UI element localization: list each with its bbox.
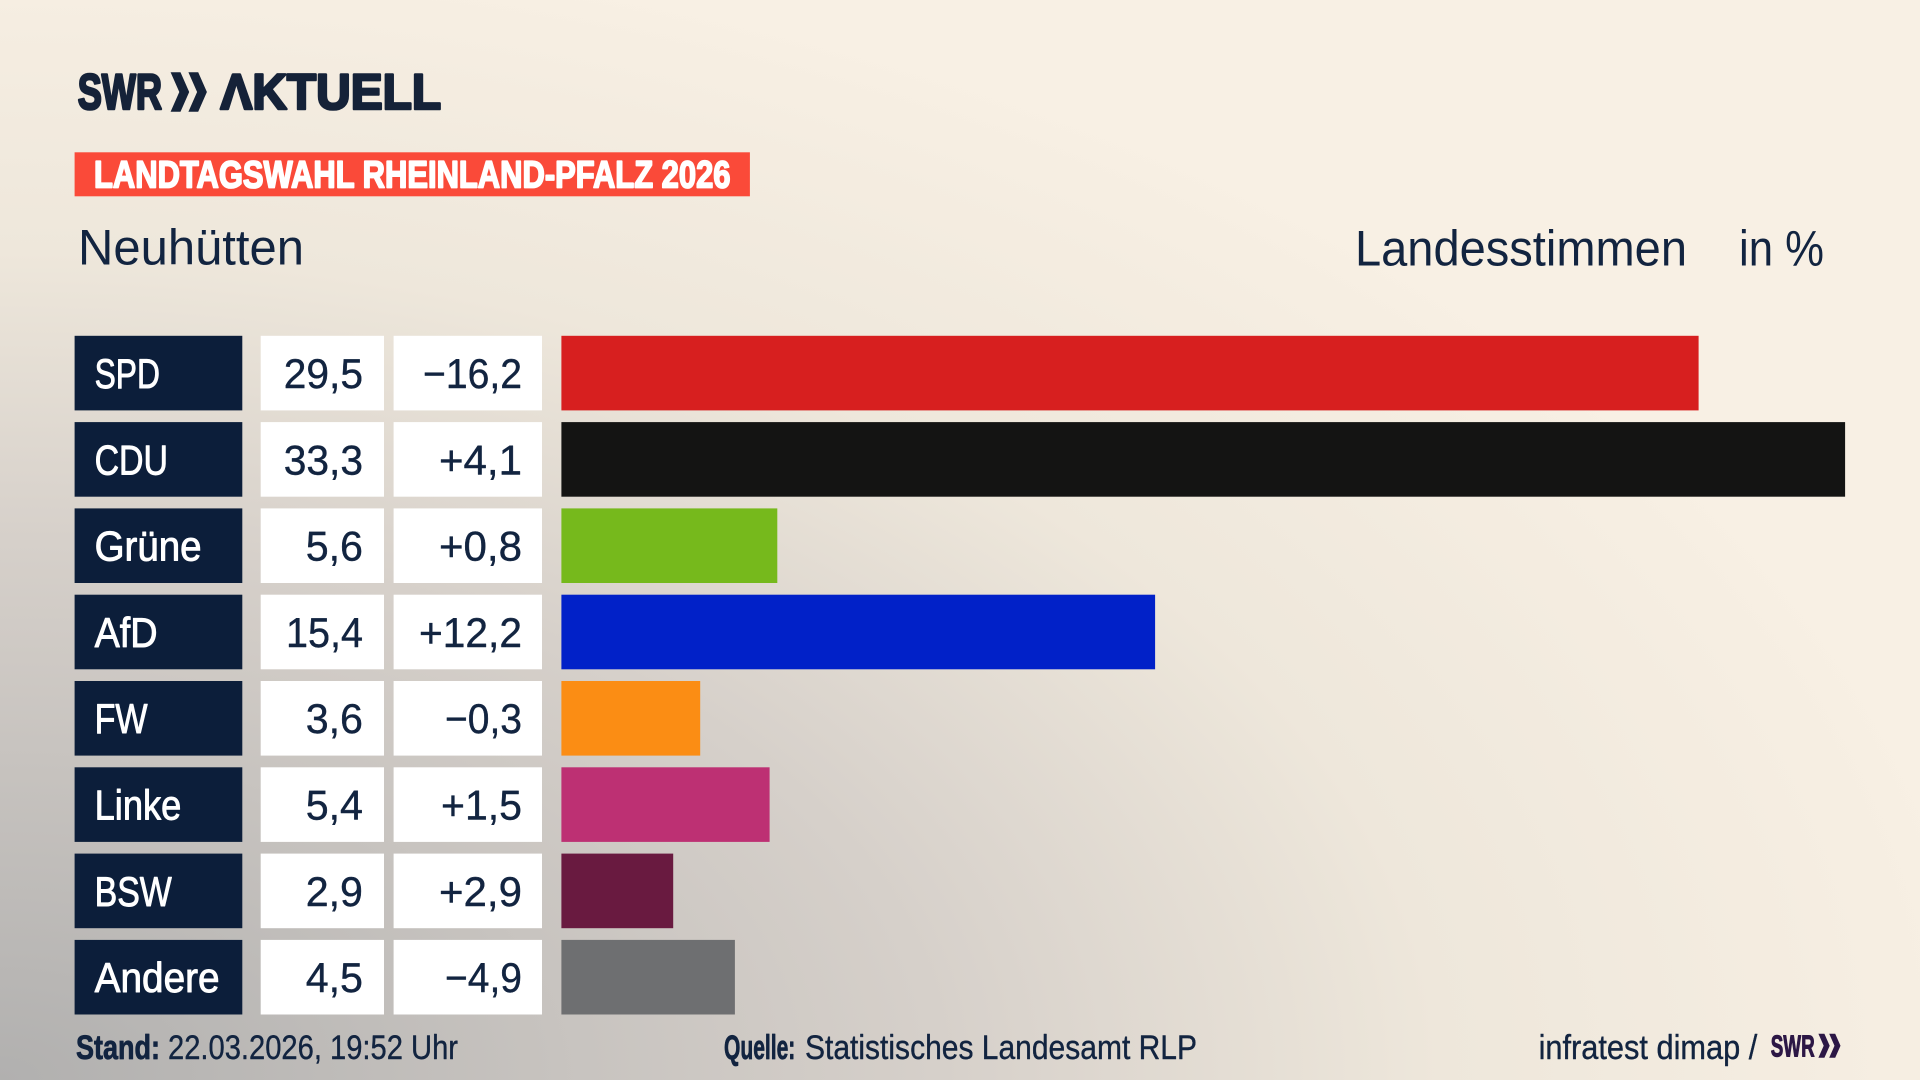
svg-text:SPD: SPD (95, 350, 160, 397)
svg-text:33,3: 33,3 (284, 436, 363, 483)
svg-text:4,5: 4,5 (306, 954, 363, 1001)
svg-text:ΛKTUELL: ΛKTUELL (220, 64, 441, 120)
svg-text:LANDTAGSWAHL RHEINLAND-PFALZ 2: LANDTAGSWAHL RHEINLAND-PFALZ 2026 (94, 154, 731, 196)
svg-text:5,4: 5,4 (306, 782, 363, 829)
svg-text:SWR: SWR (78, 64, 162, 120)
svg-text:2,9: 2,9 (306, 868, 363, 915)
svg-text:+2,9: +2,9 (439, 868, 522, 915)
svg-text:BSW: BSW (95, 868, 173, 915)
svg-text:+0,8: +0,8 (439, 523, 522, 570)
svg-text:Neuhütten: Neuhütten (78, 220, 304, 276)
svg-text:Stand:: Stand: (76, 1029, 160, 1067)
svg-text:22.03.2026, 19:52 Uhr: 22.03.2026, 19:52 Uhr (168, 1029, 458, 1067)
svg-text:AfD: AfD (95, 609, 158, 656)
svg-text:+1,5: +1,5 (441, 782, 522, 829)
svg-text:infratest dimap /: infratest dimap / (1539, 1029, 1758, 1067)
svg-text:−4,9: −4,9 (445, 954, 522, 1001)
svg-text:+12,2: +12,2 (419, 609, 522, 656)
svg-text:3,6: 3,6 (306, 695, 363, 742)
svg-text:5,6: 5,6 (306, 523, 363, 570)
svg-text:Linke: Linke (95, 782, 182, 829)
svg-text:Quelle:: Quelle: (724, 1029, 795, 1067)
svg-text:29,5: 29,5 (284, 350, 363, 397)
svg-text:SWR: SWR (1771, 1028, 1815, 1063)
svg-text:CDU: CDU (95, 436, 168, 483)
svg-text:−16,2: −16,2 (423, 350, 522, 397)
svg-text:Statistisches Landesamt RLP: Statistisches Landesamt RLP (805, 1029, 1197, 1067)
svg-text:−0,3: −0,3 (445, 695, 522, 742)
svg-text:15,4: 15,4 (286, 609, 363, 656)
svg-text:+4,1: +4,1 (439, 436, 522, 483)
svg-text:Andere: Andere (95, 954, 220, 1001)
svg-text:in %: in % (1739, 221, 1824, 277)
svg-text:Landesstimmen: Landesstimmen (1355, 221, 1687, 277)
svg-text:Grüne: Grüne (95, 523, 202, 570)
svg-text:FW: FW (95, 695, 149, 742)
